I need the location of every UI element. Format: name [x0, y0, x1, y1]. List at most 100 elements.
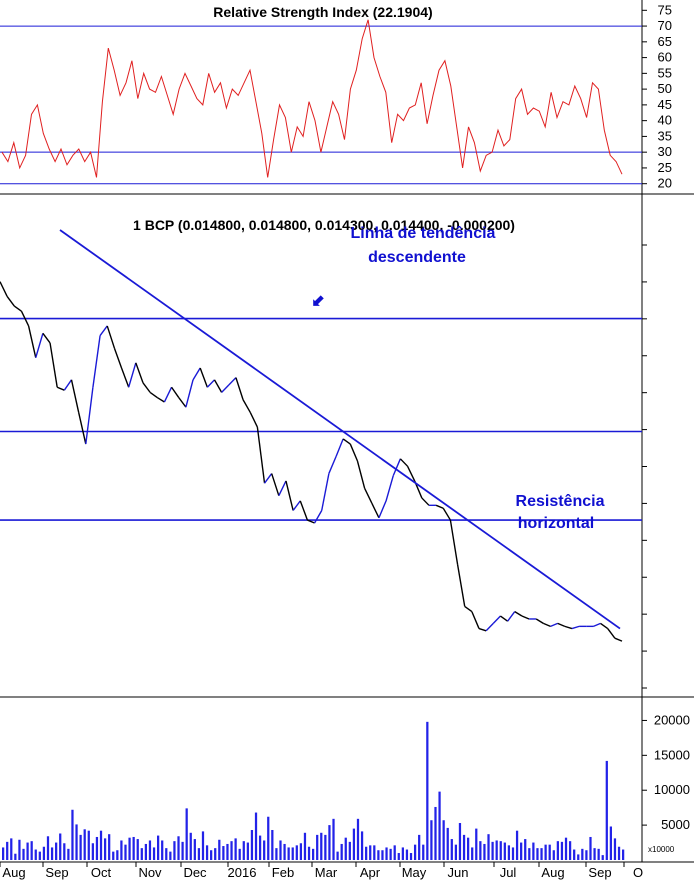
price-segment: [557, 622, 566, 628]
rsi-tick-label: 30: [658, 144, 672, 159]
price-segment: [56, 386, 65, 391]
volume-panel: 5000 10000 15000 20000 x10000: [2, 712, 690, 860]
volume-bar: [299, 843, 303, 860]
volume-tick-label: 10000: [654, 782, 690, 797]
volume-bar: [177, 836, 180, 860]
price-segment: [335, 438, 344, 457]
volume-bar: [152, 847, 156, 860]
price-segment: [113, 347, 123, 369]
volume-bar: [42, 846, 46, 860]
volume-bar: [450, 839, 453, 860]
volume-bar: [205, 845, 209, 860]
price-segment: [471, 611, 480, 629]
price-segment: [42, 332, 51, 344]
volume-bar: [185, 808, 188, 860]
volume-bar: [83, 829, 86, 860]
volume-bar: [540, 848, 543, 860]
volume-bar: [67, 848, 70, 860]
price-segment: [435, 504, 444, 509]
rsi-tick-label: 65: [658, 34, 672, 49]
price-segment: [607, 628, 616, 639]
price-segment: [213, 379, 223, 393]
price-segment: [363, 488, 373, 504]
volume-bar: [385, 847, 388, 860]
volume-bar: [499, 841, 502, 860]
volume-bar: [271, 829, 274, 860]
annotation-trend-line2: descendente: [368, 249, 466, 266]
volume-bar: [405, 849, 409, 860]
volume-bar: [258, 835, 262, 860]
price-segment: [221, 384, 230, 393]
volume-bar: [250, 829, 254, 860]
price-segment: [135, 362, 144, 384]
volume-bar: [116, 850, 119, 860]
volume-bar: [552, 850, 555, 860]
volume-bar: [193, 839, 196, 860]
price-segment: [149, 391, 158, 399]
volume-bar: [332, 818, 335, 860]
volume-bar: [124, 844, 127, 860]
volume-bar: [622, 849, 625, 860]
volume-bar: [340, 843, 343, 860]
volume-tick-label: 5000: [661, 817, 690, 832]
rsi-tick-label: 70: [658, 18, 672, 33]
x-tick-label: Aug: [541, 865, 564, 880]
price-segment: [185, 379, 194, 408]
price-title: 1 BCP (0.014800, 0.014800, 0.014300, 0.0…: [133, 217, 515, 233]
volume-bar: [434, 806, 437, 860]
x-tick-label: Feb: [272, 865, 294, 880]
volume-bar: [344, 837, 347, 860]
volume-bar: [507, 845, 511, 860]
price-segment: [120, 367, 130, 388]
volume-bar: [165, 848, 168, 860]
price-segment: [27, 325, 37, 358]
volume-bar: [75, 824, 78, 860]
price-segment: [492, 615, 501, 624]
rsi-title: Relative Strength Index (22.1904): [213, 4, 432, 20]
volume-bar: [279, 840, 282, 860]
volume-bar: [26, 842, 29, 860]
volume-bar: [63, 843, 66, 860]
volume-bar: [55, 842, 58, 860]
volume-bar: [422, 844, 425, 860]
volume-bar: [128, 837, 131, 860]
volume-bar: [605, 760, 608, 860]
price-segment: [106, 325, 116, 349]
volume-bar: [613, 838, 617, 860]
volume-bar: [442, 820, 445, 860]
volume-bar: [95, 836, 99, 860]
price-segment: [242, 399, 251, 413]
rsi-tick-label: 20: [658, 176, 672, 191]
volume-bar: [234, 838, 237, 860]
price-segment: [385, 475, 394, 502]
x-tick-label: Sep: [588, 865, 611, 880]
x-tick-label: Sep: [45, 865, 68, 880]
volume-bar: [157, 835, 160, 860]
volume-bar: [401, 847, 404, 860]
price-segment: [571, 625, 580, 630]
price-segment: [228, 377, 237, 386]
price-segment: [235, 377, 244, 400]
price-segment: [543, 622, 551, 628]
volume-bar: [91, 843, 94, 860]
volume-bar: [22, 848, 25, 860]
volume-bar: [6, 841, 9, 860]
price-segment: [349, 443, 359, 462]
price-segment: [192, 367, 201, 381]
volume-bar: [462, 834, 466, 860]
volume-bar: [320, 832, 323, 860]
annotation-trend-line1: Linha de tendência: [351, 225, 496, 242]
volume-bar: [189, 832, 192, 860]
volume-bar: [617, 846, 621, 860]
volume-bar: [59, 833, 62, 860]
rsi-tick-label: 50: [658, 81, 672, 96]
volume-bar: [287, 847, 290, 860]
rsi-tick-label: 25: [658, 160, 672, 175]
price-segment: [392, 458, 402, 477]
price-segment: [342, 438, 351, 445]
volume-tick-label: 20000: [654, 712, 690, 727]
price-segment: [456, 564, 466, 607]
volume-bar: [267, 816, 270, 860]
